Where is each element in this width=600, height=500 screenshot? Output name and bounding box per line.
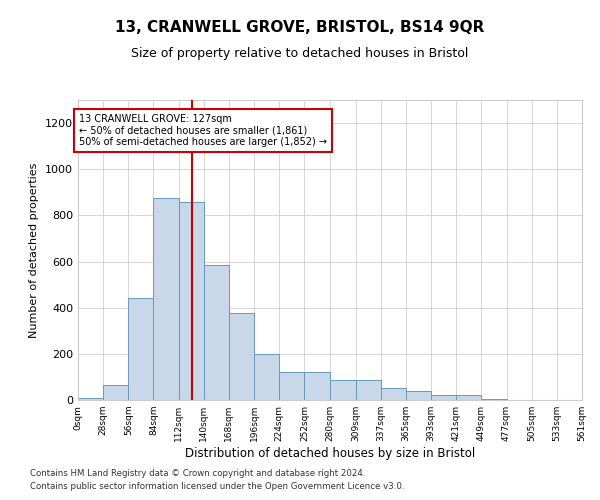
Bar bbox=[406, 391, 431, 400]
X-axis label: Distribution of detached houses by size in Bristol: Distribution of detached houses by size … bbox=[185, 447, 475, 460]
Bar bbox=[329, 380, 356, 400]
Bar bbox=[103, 385, 128, 400]
Bar bbox=[78, 398, 103, 400]
Bar bbox=[456, 396, 481, 400]
Text: Contains public sector information licensed under the Open Government Licence v3: Contains public sector information licen… bbox=[30, 482, 404, 491]
Bar bbox=[304, 372, 329, 400]
Bar bbox=[154, 198, 179, 400]
Text: 13, CRANWELL GROVE, BRISTOL, BS14 9QR: 13, CRANWELL GROVE, BRISTOL, BS14 9QR bbox=[115, 20, 485, 35]
Bar bbox=[128, 298, 154, 400]
Text: 13 CRANWELL GROVE: 127sqm
← 50% of detached houses are smaller (1,861)
50% of se: 13 CRANWELL GROVE: 127sqm ← 50% of detac… bbox=[79, 114, 327, 147]
Text: Size of property relative to detached houses in Bristol: Size of property relative to detached ho… bbox=[131, 48, 469, 60]
Bar bbox=[431, 396, 456, 400]
Bar bbox=[279, 372, 304, 400]
Bar bbox=[381, 388, 406, 400]
Bar bbox=[204, 265, 229, 400]
Bar bbox=[179, 202, 204, 400]
Bar bbox=[356, 380, 381, 400]
Text: Contains HM Land Registry data © Crown copyright and database right 2024.: Contains HM Land Registry data © Crown c… bbox=[30, 468, 365, 477]
Bar bbox=[481, 399, 506, 400]
Y-axis label: Number of detached properties: Number of detached properties bbox=[29, 162, 40, 338]
Bar bbox=[254, 354, 279, 400]
Bar bbox=[229, 314, 254, 400]
